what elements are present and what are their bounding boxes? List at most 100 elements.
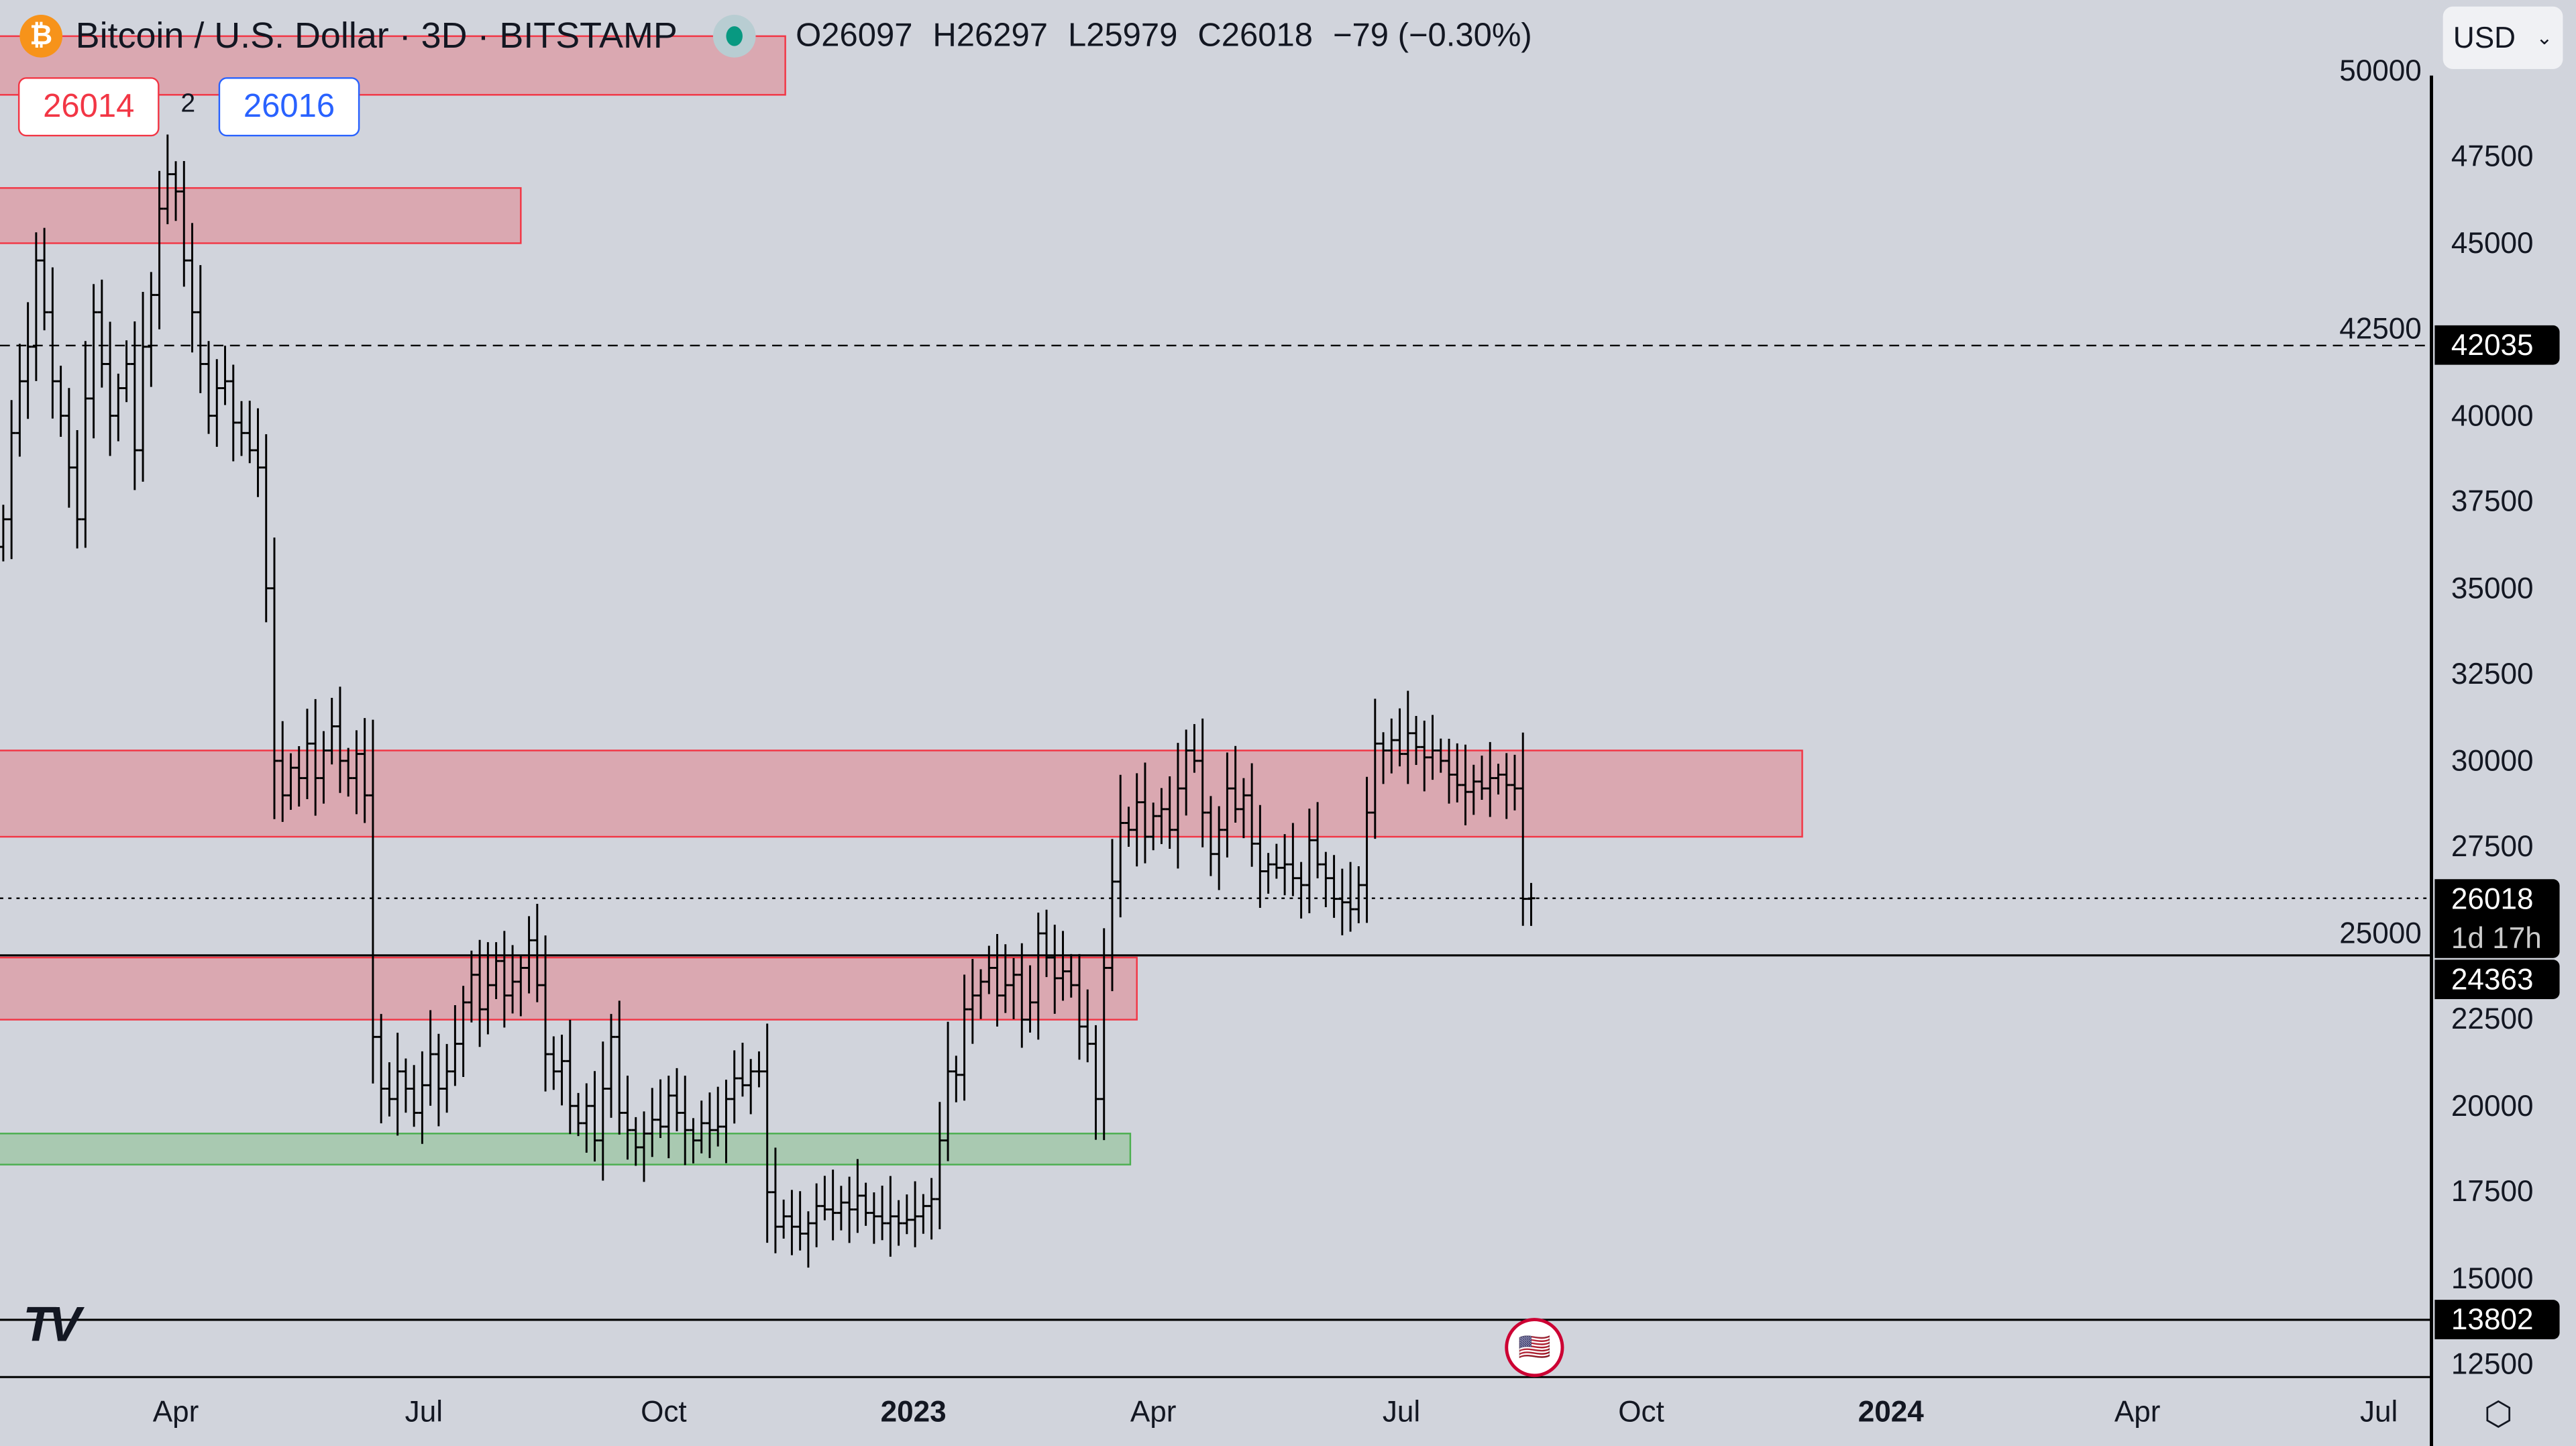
ohlc-low: L25979: [1067, 17, 1178, 54]
us-flag-event-icon[interactable]: 🇺🇸: [1505, 1318, 1564, 1378]
ohlc-bar: [229, 364, 237, 462]
ohlc-bar: [1477, 756, 1487, 801]
buy-button[interactable]: 26016: [218, 77, 360, 137]
chart-header: ₿ Bitcoin / U.S. Dollar · 3D · BITSTAMP …: [19, 13, 1532, 60]
ohlc-bar: [23, 302, 32, 419]
support-zone: [0, 1133, 1132, 1166]
tradingview-logo[interactable]: TV: [23, 1298, 81, 1353]
ohlc-bar: [820, 1176, 829, 1221]
ohlc-bar: [1239, 778, 1248, 839]
resistance-zone: [0, 956, 1138, 1021]
ohlc-bar: [1436, 738, 1445, 773]
ohlc-bar: [1026, 965, 1034, 1033]
ohlc-bar: [705, 1092, 714, 1158]
ohlc-bar: [56, 366, 65, 437]
ohlc-bar: [155, 170, 164, 329]
ohlc-bar: [418, 1051, 427, 1144]
ohlc-bar: [1264, 853, 1273, 894]
ohlc-bar: [1132, 773, 1141, 867]
ohlc-bar: [656, 1079, 665, 1139]
ohlc-bar: [1354, 866, 1363, 923]
time-label: Apr: [152, 1395, 199, 1429]
ohlc-bar: [401, 1058, 411, 1113]
ohlc-bar: [1387, 718, 1396, 774]
time-label: Apr: [2114, 1395, 2161, 1429]
ohlc-bar: [730, 1050, 739, 1124]
price-tick: 17500: [2451, 1175, 2534, 1208]
price-tag-label: 42035: [2451, 329, 2534, 362]
settings-icon[interactable]: ⬡: [2483, 1396, 2513, 1433]
ohlc-bar: [180, 161, 189, 287]
ohlc-bar: [664, 1076, 673, 1159]
price-tick: 27500: [2451, 829, 2534, 863]
ohlc-bar: [237, 401, 246, 456]
ohlc-bar: [952, 1055, 961, 1102]
ohlc-bar: [204, 341, 213, 434]
symbol-title[interactable]: Bitcoin / U.S. Dollar · 3D · BITSTAMP: [75, 15, 678, 56]
ohlc-bar: [1305, 809, 1313, 913]
ohlc-bar: [1173, 743, 1183, 869]
ohlc-bar: [689, 1118, 698, 1164]
time-label: Jul: [405, 1395, 443, 1429]
ohlc-close: C26018: [1197, 17, 1313, 54]
ohlc-bar: [467, 950, 476, 1023]
ohlc-bar: [451, 1005, 460, 1086]
ohlc-bar: [672, 1068, 682, 1131]
ohlc-bar: [1362, 776, 1371, 923]
ohlc-bar: [459, 986, 468, 1077]
ohlc-bar: [311, 699, 320, 816]
ohlc-bar: [623, 1076, 632, 1160]
time-label: Apr: [1130, 1395, 1177, 1429]
ohlc-bar: [1157, 788, 1166, 844]
ohlc-bar: [484, 942, 492, 1035]
ohlc-bar: [122, 340, 131, 403]
ohlc-bar: [1428, 715, 1437, 780]
ohlc-bar: [590, 1071, 599, 1161]
ohlc-bar: [755, 1051, 763, 1088]
ohlc-bar: [1461, 744, 1470, 826]
ohlc-bar: [927, 1178, 936, 1240]
ohlc-bar: [89, 284, 98, 439]
ohlc-bar: [278, 721, 287, 822]
ohlc-bar: [196, 265, 205, 393]
ohlc-bar: [968, 959, 977, 1044]
ohlc-bar: [221, 346, 229, 405]
ohlc-bar: [188, 223, 197, 353]
ohlc-bar: [828, 1170, 837, 1241]
ohlc-bar: [254, 408, 262, 497]
ohlc-bar: [368, 719, 378, 1084]
ohlc-bar: [681, 1076, 690, 1166]
price-tick: 50000: [2339, 53, 2422, 87]
currency-select[interactable]: USD ⌄: [2443, 6, 2563, 69]
ohlc-bar: [985, 945, 994, 994]
ohlc-bar: [1165, 776, 1174, 849]
resistance-zone: [0, 750, 1803, 838]
bar-countdown: 1d 17h: [2451, 921, 2542, 954]
ohlc-bar: [869, 1192, 878, 1244]
ohlc-bar: [771, 1147, 780, 1253]
time-label: Oct: [1618, 1395, 1664, 1429]
price-tag-13802: 13802: [2434, 1300, 2560, 1340]
price-tag-label: 13802: [2451, 1303, 2534, 1337]
sell-button[interactable]: 26014: [17, 77, 160, 137]
ohlc-bar: [812, 1183, 821, 1247]
ohlc-bar: [114, 373, 123, 442]
ohlc-bar: [1001, 944, 1010, 1013]
price-tick: 45000: [2451, 225, 2534, 259]
ohlc-bar: [327, 698, 336, 765]
ohlc-bar: [434, 1033, 443, 1127]
ohlc-bar: [1075, 953, 1084, 1060]
ohlc-bar: [566, 1019, 574, 1135]
price-tag-42035: 42035: [2434, 325, 2560, 366]
ohlc-bar: [410, 1065, 419, 1127]
currency-label: USD: [2453, 20, 2516, 54]
ohlc-bar: [1527, 882, 1536, 926]
chevron-down-icon: ⌄: [2536, 26, 2553, 50]
ohlc-bar: [960, 974, 969, 1101]
price-tag-label: 24363: [2451, 962, 2534, 996]
ohlc-bar: [1289, 823, 1297, 896]
ohlc-bar: [1042, 909, 1051, 978]
ohlc-bar: [1346, 862, 1355, 932]
